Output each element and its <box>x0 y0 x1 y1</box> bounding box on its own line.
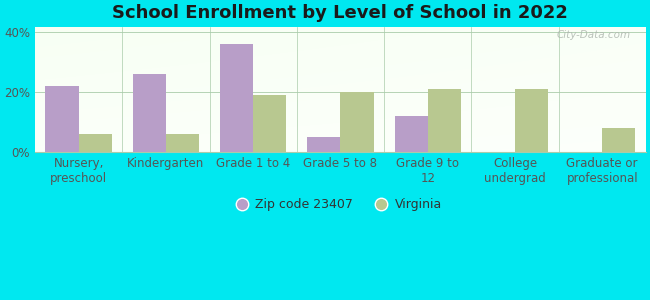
Bar <box>133 74 166 152</box>
Bar <box>46 86 79 152</box>
Bar <box>253 95 287 152</box>
Bar <box>220 44 253 152</box>
Bar <box>307 137 341 152</box>
Bar <box>395 116 428 152</box>
Text: City-Data.com: City-Data.com <box>556 30 630 40</box>
Bar <box>166 134 199 152</box>
Bar <box>428 89 461 152</box>
Bar <box>515 89 548 152</box>
Title: School Enrollment by Level of School in 2022: School Enrollment by Level of School in … <box>112 4 568 22</box>
Bar <box>79 134 112 152</box>
Bar <box>602 128 635 152</box>
Legend: Zip code 23407, Virginia: Zip code 23407, Virginia <box>239 198 442 211</box>
Bar <box>341 92 374 152</box>
